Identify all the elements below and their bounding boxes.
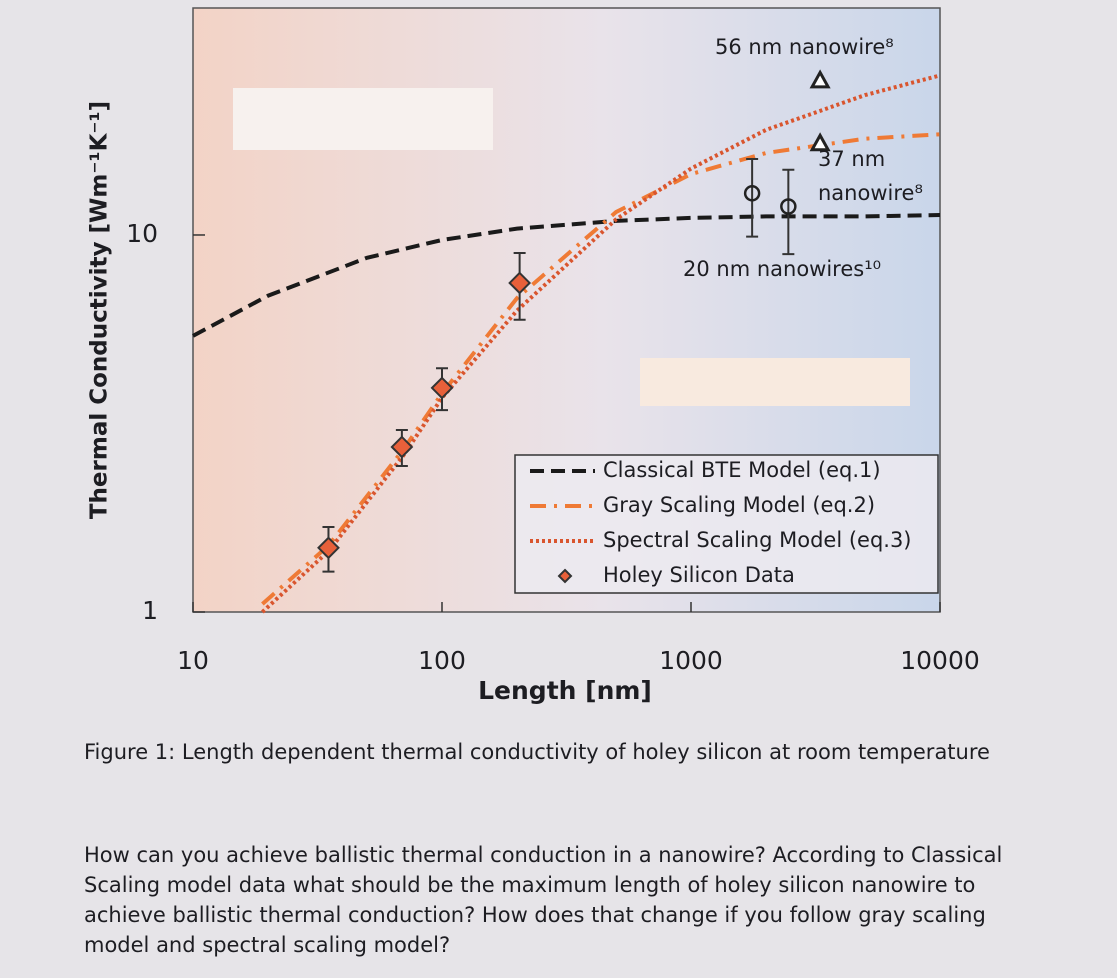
legend-label: Holey Silicon Data <box>603 563 795 587</box>
error-bar <box>782 168 795 256</box>
x-tick-label: 100 <box>418 646 466 675</box>
model-curve <box>192 213 941 338</box>
model-curve <box>261 73 941 614</box>
error-bar <box>746 158 759 238</box>
nanowire-point <box>780 198 797 215</box>
data-point <box>317 536 340 560</box>
blank-patch <box>233 88 493 150</box>
annotation: 20 nm nanowires¹⁰ <box>683 257 881 281</box>
annotation: 56 nm nanowire⁸ <box>715 35 894 59</box>
x-tick-label: 10000 <box>900 646 980 675</box>
y-axis-label: Thermal Conductivity [Wm⁻¹K⁻¹] <box>87 101 113 519</box>
data-point <box>430 376 454 400</box>
x-tick-label: 10 <box>177 646 209 675</box>
annotation: 37 nm <box>818 147 885 171</box>
legend-swatch <box>557 568 573 584</box>
legend-label: Classical BTE Model (eq.1) <box>603 458 881 482</box>
nanowire-point <box>809 69 831 89</box>
y-tick-label: 1 <box>142 596 158 625</box>
legend <box>514 454 939 594</box>
x-axis-label: Length [nm] <box>478 676 652 705</box>
x-tick-label: 1000 <box>659 646 723 675</box>
y-tick-label: 10 <box>126 219 158 248</box>
data-point <box>508 271 532 295</box>
nanowire-point <box>743 185 761 202</box>
data-point <box>390 435 414 459</box>
figure-caption: Figure 1: Length dependent thermal condu… <box>84 740 990 764</box>
blank-patch <box>640 358 910 406</box>
chart: Length [nm] Thermal Conductivity [Wm⁻¹K⁻… <box>87 7 980 705</box>
nanowire-point <box>809 132 831 152</box>
question-text: How can you achieve ballistic thermal co… <box>84 843 1003 957</box>
annotation: nanowire⁸ <box>818 181 923 205</box>
legend-label: Gray Scaling Model (eq.2) <box>603 493 875 517</box>
legend-label: Spectral Scaling Model (eq.3) <box>603 528 912 552</box>
